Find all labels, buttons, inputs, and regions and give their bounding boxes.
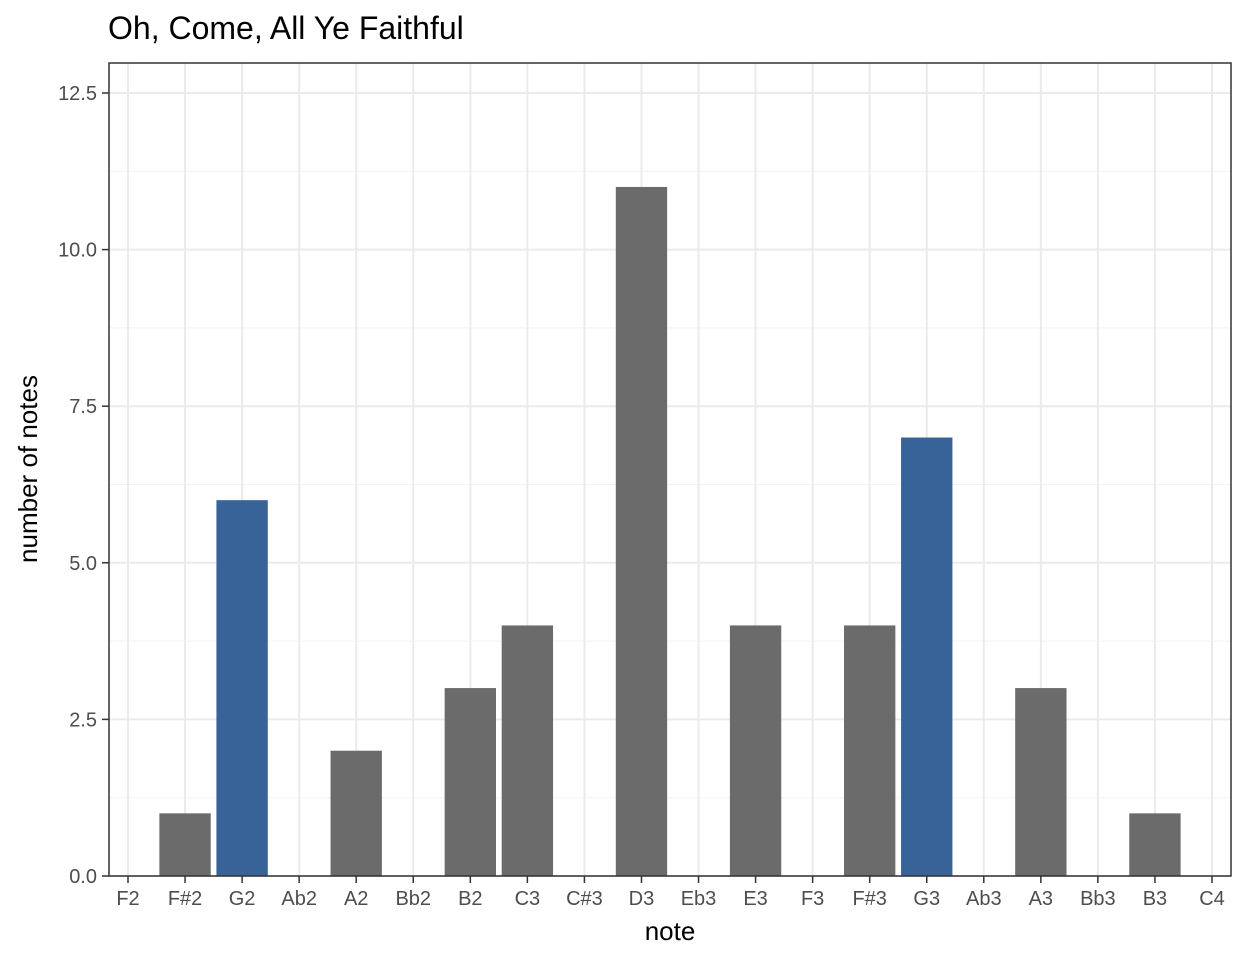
x-tick-label: F3 <box>801 888 824 910</box>
bars <box>159 186 1181 876</box>
x-axis-title: note <box>645 916 696 946</box>
x-tick-label: C3 <box>515 888 541 910</box>
y-tick-label: 0.0 <box>69 866 97 888</box>
x-tick-label: Bb2 <box>395 888 431 910</box>
x-tick-label: F#3 <box>852 888 886 910</box>
y-tick-label: 10.0 <box>58 240 97 262</box>
bar-c3 <box>501 625 554 876</box>
bar-a3 <box>1015 688 1067 876</box>
x-tick-label: C4 <box>1199 888 1225 910</box>
bar-g2 <box>216 500 268 876</box>
bar-d3 <box>615 186 668 876</box>
bar-fsharp2 <box>159 813 211 876</box>
y-tick-label: 2.5 <box>69 709 97 731</box>
x-tick-label: F#2 <box>168 888 202 910</box>
bar-a2 <box>330 750 382 876</box>
bar-b2 <box>444 688 496 876</box>
plot-panel <box>108 62 1232 877</box>
y-axis: 0.0 2.5 5.0 7.5 10.0 12.5 <box>58 83 109 888</box>
bar-g3 <box>901 437 953 876</box>
y-tick-label: 7.5 <box>69 396 97 418</box>
x-tick-label: A2 <box>344 888 368 910</box>
y-tick-label: 5.0 <box>69 553 97 575</box>
x-tick-label: Eb3 <box>681 888 717 910</box>
x-tick-label: G2 <box>229 888 256 910</box>
x-tick-label: F2 <box>116 888 139 910</box>
x-tick-label: E3 <box>743 888 767 910</box>
x-tick-label: A3 <box>1029 888 1053 910</box>
x-tick-label: G3 <box>913 888 940 910</box>
x-tick-label: Bb3 <box>1080 888 1116 910</box>
x-tick-label: Ab2 <box>281 888 317 910</box>
x-tick-label: B3 <box>1143 888 1167 910</box>
bar-e3 <box>729 625 782 876</box>
chart-title: Oh, Come, All Ye Faithful <box>108 10 464 46</box>
x-tick-label: C#3 <box>566 888 603 910</box>
x-tick-label: Ab3 <box>966 888 1002 910</box>
x-tick-label: B2 <box>458 888 482 910</box>
y-tick-label: 12.5 <box>58 83 97 105</box>
y-axis-title: number of notes <box>13 375 43 563</box>
bar-b3 <box>1129 813 1181 876</box>
bar-fsharp3 <box>844 625 896 876</box>
x-tick-label: D3 <box>629 888 655 910</box>
x-axis: F2 F#2 G2 Ab2 A2 Bb2 B2 C3 C#3 D3 Eb3 E3 F3 F#3 G3 Ab3 A… <box>116 876 1225 910</box>
